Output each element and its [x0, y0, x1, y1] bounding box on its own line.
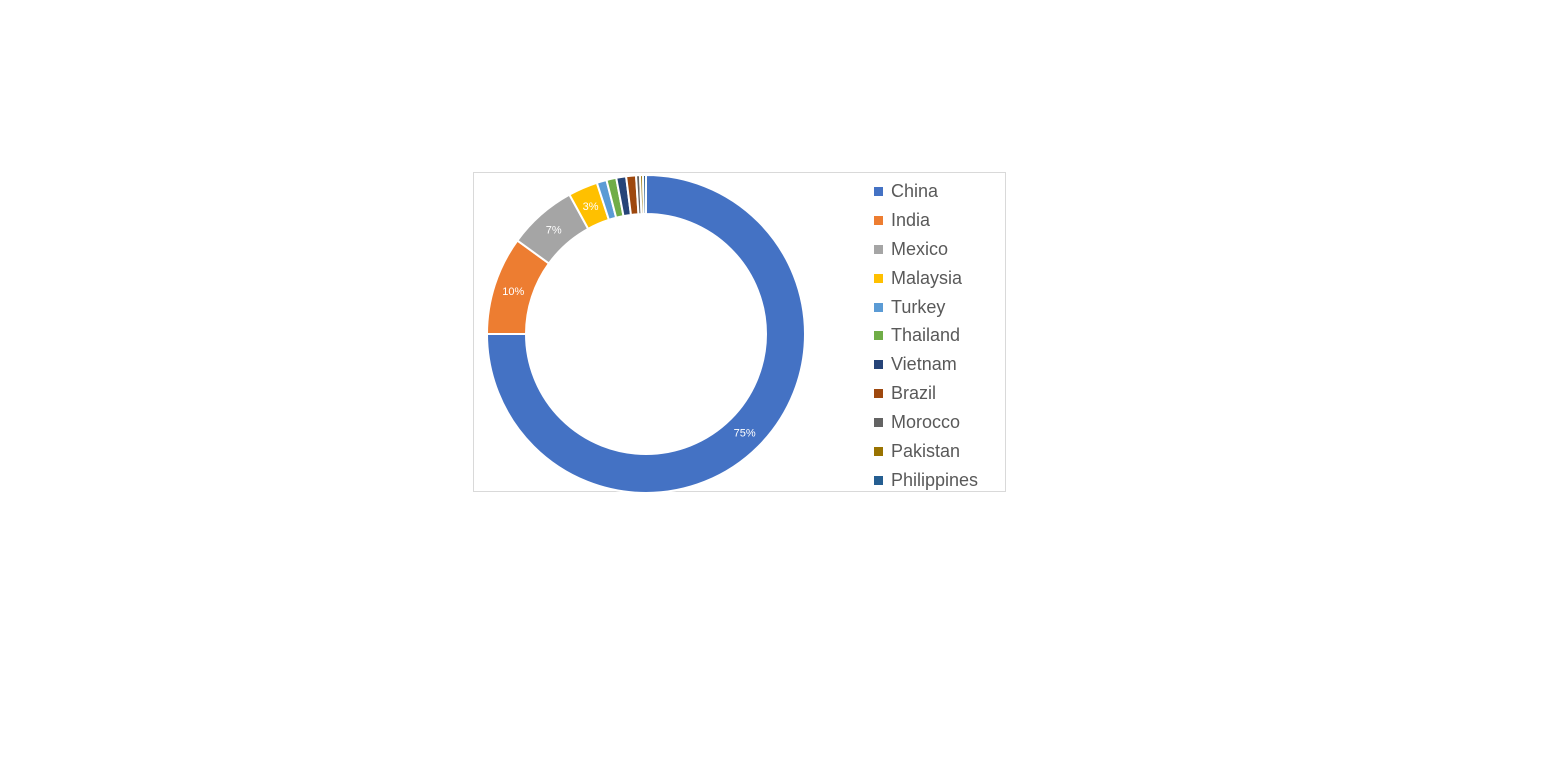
- legend-label: Vietnam: [891, 354, 957, 375]
- legend-label: Pakistan: [891, 440, 961, 461]
- legend-swatch: [874, 475, 883, 485]
- legend-item: Pakistan: [874, 437, 978, 466]
- legend-swatch: [874, 302, 883, 312]
- legend-item: Vietnam: [874, 350, 978, 379]
- legend-label: Mexico: [891, 238, 949, 259]
- data-label: 7%: [546, 224, 562, 236]
- legend-swatch: [874, 186, 883, 196]
- legend-label: Philippines: [891, 469, 979, 490]
- legend-label: Morocco: [891, 412, 961, 433]
- slice-china: [485, 173, 806, 493]
- legend-item: Mexico: [874, 235, 978, 264]
- legend-label: Malaysia: [891, 267, 963, 288]
- donut-chart: 75% 10% 7% 3% China India Mexico Malaysia Turke…: [473, 172, 1006, 495]
- legend-item: Malaysia: [874, 264, 978, 293]
- legend-item: Brazil: [874, 379, 978, 408]
- legend-item: Turkey: [874, 293, 978, 322]
- legend-swatch: [874, 273, 883, 283]
- data-label: 75%: [734, 428, 756, 440]
- legend-swatch: [874, 331, 883, 341]
- legend-swatch: [874, 215, 883, 225]
- legend-swatch: [874, 446, 883, 456]
- legend-item: India: [874, 206, 978, 235]
- slice-philippines: [641, 173, 647, 216]
- donut-svg: 75% 10% 7% 3%: [485, 173, 806, 493]
- legend-label: Turkey: [891, 296, 946, 317]
- legend-label: Brazil: [891, 383, 937, 404]
- legend: China India Mexico Malaysia Turkey Thailand Vi…: [874, 177, 978, 495]
- data-label: 3%: [583, 201, 599, 213]
- legend-swatch: [874, 244, 883, 254]
- legend-item: Thailand: [874, 321, 978, 350]
- legend-swatch: [874, 360, 883, 370]
- legend-item: Morocco: [874, 408, 978, 437]
- legend-item: Philippines: [874, 466, 978, 495]
- legend-label: China: [891, 180, 939, 201]
- data-label: 10%: [502, 286, 524, 298]
- legend-item: China: [874, 177, 978, 206]
- legend-swatch: [874, 418, 883, 428]
- legend-swatch: [874, 389, 883, 399]
- legend-label: India: [891, 209, 931, 230]
- legend-label: Thailand: [891, 325, 961, 346]
